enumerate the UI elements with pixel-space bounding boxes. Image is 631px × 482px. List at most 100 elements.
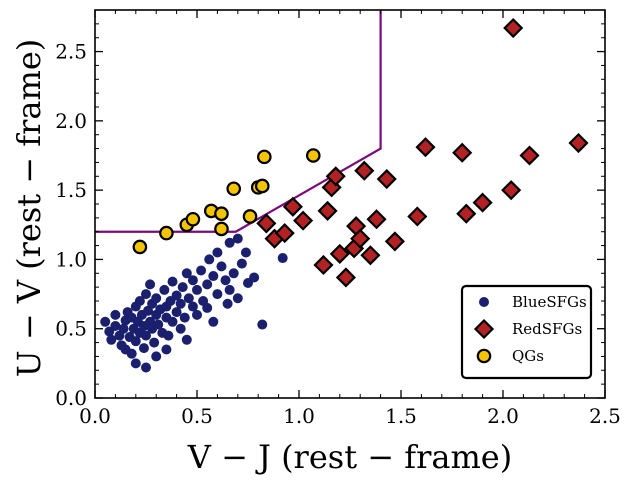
bluesfgs-point (141, 330, 151, 341)
bluesfgs-point (187, 301, 198, 312)
bluesfgs-point (216, 261, 227, 272)
y-tick-label: 0.0 (55, 386, 87, 410)
bluesfgs-point (149, 337, 160, 348)
qgs-point (257, 149, 272, 165)
qgs-point (159, 225, 174, 241)
bluesfgs-point (171, 290, 182, 301)
x-tick-label: 1.5 (385, 404, 417, 428)
y-tick-label: 0.5 (55, 317, 87, 341)
redsfgs-point (313, 254, 334, 276)
redsfgs-point (329, 243, 350, 264)
bluesfgs-point (134, 296, 145, 306)
bluesfgs-point (208, 316, 219, 327)
bluesfgs-point (110, 320, 121, 331)
bluesfgs-point (171, 307, 182, 318)
legend-marker-bluesfgs (479, 297, 489, 307)
legend-label-qgs: QGs (512, 347, 544, 365)
redsfgs-point (325, 166, 346, 187)
bluesfgs-point (110, 309, 121, 320)
redsfgs-point (519, 145, 540, 166)
redsfgs-point (360, 245, 381, 266)
bluesfgs-point (222, 298, 233, 309)
bluesfgs-point (192, 309, 202, 320)
bluesfgs-point (106, 334, 117, 345)
redsfgs-point (282, 196, 303, 217)
y-tick-label: 2.0 (55, 109, 87, 133)
bluesfgs-point (130, 358, 141, 369)
x-axis-label: V − J (rest − frame) (187, 438, 512, 476)
bluesfgs-point (204, 254, 215, 265)
redsfgs-point (415, 137, 436, 158)
data-points-layer (100, 17, 589, 373)
qgs-point (185, 211, 201, 227)
legend: BlueSFGs RedSFGs QGs (460, 284, 593, 380)
redsfgs-point (274, 223, 295, 244)
bluesfgs-point (130, 336, 141, 347)
y-tick-label: 2.5 (55, 40, 87, 64)
bluesfgs-point (141, 362, 151, 373)
bluesfgs-point (177, 282, 188, 293)
bluesfgs-point (100, 316, 111, 327)
redsfgs-point (293, 210, 314, 231)
redsfgs-point (317, 200, 338, 221)
redsfgs-point (456, 203, 477, 224)
bluesfgs-point (175, 298, 186, 309)
x-tick-label: 0.0 (79, 404, 111, 428)
legend-label-bluesfgs: BlueSFGs (512, 293, 587, 311)
redsfgs-point (501, 180, 522, 201)
bluesfgs-point (192, 284, 202, 295)
qgs-point (305, 148, 321, 163)
redsfgs-point (366, 209, 387, 230)
bluesfgs-point (151, 293, 162, 304)
bluesfgs-point (240, 247, 251, 258)
selection-boundary-line (95, 10, 382, 233)
bluesfgs-point (151, 351, 162, 362)
bluesfgs-point (208, 271, 219, 282)
redsfgs-point (452, 142, 473, 163)
qgs-point (226, 181, 242, 197)
legend-label-redsfgs: RedSFGs (512, 320, 582, 338)
bluesfgs-point (179, 312, 190, 323)
bluesfgs-point (232, 293, 243, 304)
x-tick-label: 1.0 (283, 404, 315, 428)
redsfgs-point (568, 132, 589, 154)
axes-layer: 0.0 0.5 1.0 1.5 2.0 2.5 0.0 0.5 1.0 1.5 2.0 2.5 (55, 9, 621, 428)
x-tick-label: 0.5 (181, 404, 213, 428)
bluesfgs-point (161, 344, 172, 355)
qgs-point (254, 178, 270, 194)
bluesfgs-point (196, 265, 207, 276)
legend-marker-redsfgs (473, 318, 495, 340)
redsfgs-point (407, 206, 428, 227)
bluesfgs-point (202, 279, 213, 290)
bluesfgs-point (187, 275, 198, 286)
redsfgs-point (335, 267, 356, 288)
bluesfgs-point (141, 289, 151, 300)
bluesfgs-point (277, 253, 288, 264)
bluesfgs-point (224, 237, 235, 248)
x-tick-label: 2.5 (589, 404, 621, 428)
y-tick-label: 1.0 (55, 247, 87, 271)
bluesfgs-point (153, 319, 164, 330)
redsfgs-point (350, 228, 371, 249)
qgs-point (132, 239, 148, 255)
qgs-point (242, 209, 258, 224)
bluesfgs-point (224, 284, 235, 295)
bluesfgs-point (120, 344, 131, 355)
bluesfgs-point (145, 279, 156, 290)
bluesfgs-point (138, 343, 149, 354)
bluesfgs-point (257, 319, 268, 330)
bluesfgs-point (163, 330, 174, 341)
qgs-point (214, 221, 229, 237)
bluesfgs-point (212, 289, 223, 300)
redsfgs-point (503, 17, 524, 39)
qgs-point (214, 206, 229, 221)
bluesfgs-point (212, 247, 223, 258)
bluesfgs-point (181, 268, 192, 279)
bluesfgs-point (118, 323, 129, 334)
selection-boundary-layer (95, 10, 382, 233)
legend-box (460, 284, 593, 380)
redsfgs-point (256, 213, 277, 234)
bluesfgs-point (181, 334, 192, 345)
redsfgs-point (354, 160, 375, 181)
